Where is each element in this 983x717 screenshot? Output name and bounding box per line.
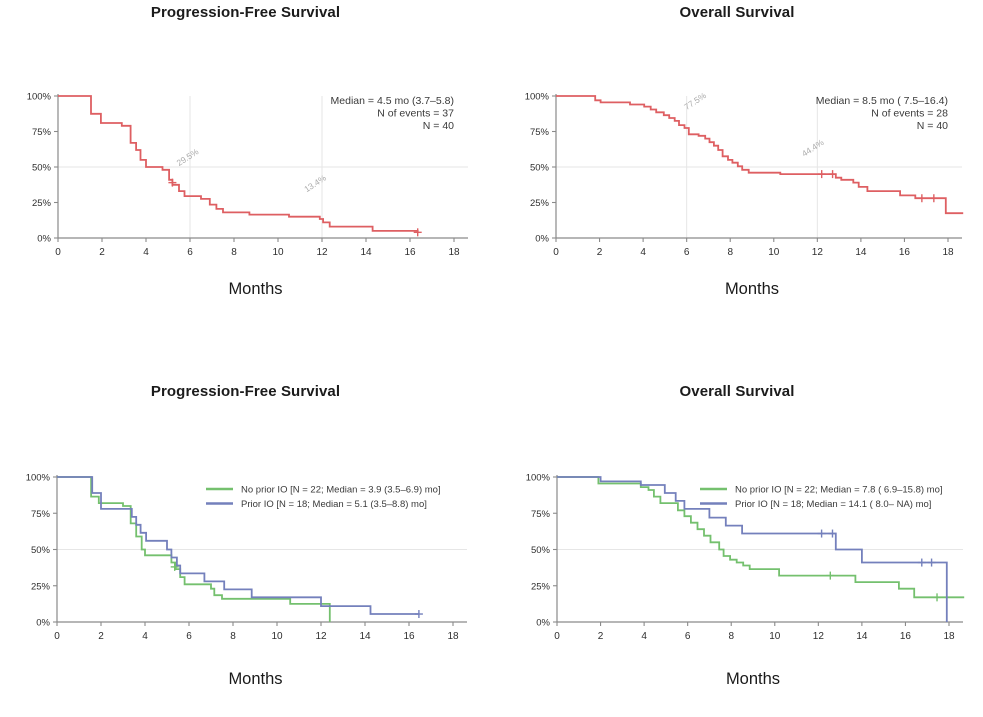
legend-label: Prior IO [N = 18; Median = 5.1 (3.5–8.8)… — [241, 499, 427, 510]
panel-title: Overall Survival — [679, 4, 795, 21]
annotation-line: N of events = 28 — [871, 108, 948, 120]
y-tick-label: 50% — [530, 163, 550, 174]
x-tick-label: 14 — [855, 247, 867, 258]
x-tick-label: 2 — [99, 247, 105, 258]
km-curve — [557, 476, 948, 622]
km-plot-pfs-all: 0% 25% 50% 75% 100% 0 2 4 6 8 10 12 14 16 18 29.5% 13.4%… — [27, 92, 468, 258]
x-axis-label: Months — [228, 280, 283, 298]
legend-label: No prior IO [N = 22; Median = 7.8 ( 6.9–… — [735, 485, 943, 496]
y-tick-label: 25% — [32, 198, 52, 209]
panel-title: Overall Survival — [679, 383, 795, 400]
km-curve — [557, 476, 965, 599]
x-tick-label: 8 — [728, 631, 734, 642]
x-tick-label: 12 — [813, 631, 825, 642]
x-tick-label: 18 — [447, 631, 459, 642]
x-tick-label: 8 — [231, 247, 237, 258]
x-tick-label: 6 — [187, 247, 193, 258]
x-tick-label: 4 — [142, 631, 148, 642]
x-tick-label: 6 — [684, 247, 690, 258]
x-tick-label: 10 — [769, 631, 781, 642]
landmark-label: 13.4% — [302, 172, 328, 194]
panel-pfs-by-prior-io: Progression-Free Survival 0% 25% 50% 75% 100… — [0, 368, 491, 717]
x-tick-label: 8 — [727, 247, 733, 258]
y-tick-label: 100% — [26, 473, 51, 484]
landmark-label: 29.5% — [175, 146, 201, 168]
y-tick-label: 75% — [32, 127, 52, 138]
x-axis-label: Months — [725, 670, 781, 688]
y-tick-label: 75% — [531, 509, 551, 520]
x-tick-label: 14 — [359, 631, 371, 642]
y-tick-label: 50% — [531, 545, 551, 556]
y-tick-label: 0% — [37, 234, 51, 245]
y-tick-label: 75% — [530, 127, 550, 138]
x-tick-label: 12 — [315, 631, 327, 642]
y-tick-label: 100% — [525, 92, 550, 103]
y-tick-label: 25% — [531, 581, 551, 592]
x-tick-label: 0 — [553, 247, 559, 258]
panel-title: Progression-Free Survival — [150, 4, 341, 21]
km-plot-os-subgroups: 0% 25% 50% 75% 100% 0 2 4 6 8 10 12 14 16 18 No prior I… — [526, 473, 965, 642]
y-tick-label: 0% — [535, 234, 549, 245]
x-tick-label: 2 — [598, 631, 604, 642]
panel-pfs-all-patients: Progression-Free Survival 0% 25% 50% 75% 100… — [0, 0, 491, 330]
y-tick-label: 100% — [526, 473, 551, 484]
x-tick-label: 2 — [98, 631, 104, 642]
y-tick-label: 0% — [536, 618, 550, 629]
y-tick-label: 50% — [32, 163, 52, 174]
x-tick-label: 16 — [403, 631, 415, 642]
x-tick-label: 16 — [899, 247, 911, 258]
x-axis-label: Months — [228, 670, 283, 688]
x-tick-label: 12 — [316, 247, 328, 258]
x-tick-label: 14 — [856, 631, 868, 642]
x-tick-label: 16 — [404, 247, 416, 258]
x-tick-label: 8 — [230, 631, 236, 642]
x-tick-label: 0 — [54, 631, 60, 642]
y-tick-label: 100% — [27, 92, 52, 103]
x-tick-label: 4 — [143, 247, 149, 258]
km-curve — [58, 95, 419, 233]
x-tick-label: 10 — [271, 631, 283, 642]
x-tick-label: 10 — [272, 247, 284, 258]
landmark-label: 77.5% — [682, 90, 708, 112]
x-tick-label: 18 — [942, 247, 954, 258]
x-tick-label: 18 — [448, 247, 460, 258]
x-tick-label: 4 — [641, 631, 647, 642]
panel-title: Progression-Free Survival — [150, 383, 341, 400]
km-curve — [57, 476, 419, 615]
landmark-label: 44.4% — [800, 137, 826, 159]
x-axis-label: Months — [724, 280, 780, 298]
panel-os-all-patients: Overall Survival 0% 25% 50% 75% 100% 0 2 4 6 8 10 1… — [491, 0, 983, 330]
y-tick-label: 25% — [530, 198, 550, 209]
y-tick-label: 75% — [31, 509, 51, 520]
annotation-line: N = 40 — [917, 120, 948, 132]
annotation-line: N of events = 37 — [377, 108, 454, 120]
y-tick-label: 25% — [31, 581, 51, 592]
km-curve — [57, 476, 331, 622]
x-tick-label: 0 — [55, 247, 61, 258]
km-plot-os-all: 0% 25% 50% 75% 100% 0 2 4 6 8 10 12 14 16 18 77.5% 44.4%… — [525, 90, 964, 258]
x-tick-label: 10 — [768, 247, 780, 258]
y-tick-label: 0% — [36, 618, 50, 629]
x-tick-label: 4 — [640, 247, 646, 258]
x-tick-label: 6 — [186, 631, 192, 642]
x-tick-label: 14 — [360, 247, 372, 258]
x-tick-label: 6 — [685, 631, 691, 642]
x-tick-label: 16 — [900, 631, 912, 642]
panel-os-by-prior-io: Overall Survival 0% 25% 50% 75% 100% 0 2 4 6 8 10 1… — [491, 368, 983, 717]
annotation-line: Median = 8.5 mo ( 7.5–16.4) — [816, 95, 948, 107]
y-tick-label: 50% — [31, 545, 51, 556]
x-tick-label: 12 — [812, 247, 824, 258]
km-plot-pfs-subgroups: 0% 25% 50% 75% 100% 0 2 4 6 8 10 12 14 16 18 No prior I… — [26, 473, 467, 642]
x-tick-label: 0 — [554, 631, 560, 642]
x-tick-label: 18 — [943, 631, 955, 642]
legend-label: Prior IO [N = 18; Median = 14.1 ( 8.0– N… — [735, 499, 931, 510]
km-curve — [556, 95, 964, 215]
annotation-line: N = 40 — [423, 120, 454, 132]
annotation-line: Median = 4.5 mo (3.7–5.8) — [331, 95, 454, 107]
legend-label: No prior IO [N = 22; Median = 3.9 (3.5–6… — [241, 485, 441, 496]
x-tick-label: 2 — [597, 247, 603, 258]
